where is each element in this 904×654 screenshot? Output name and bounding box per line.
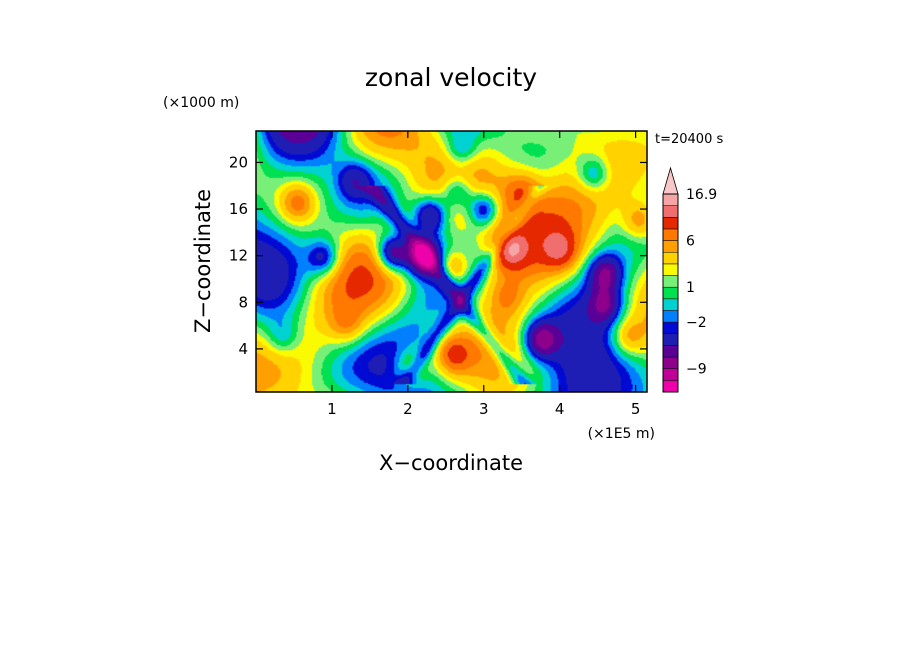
y-axis-ticks: 4 8 12 16 20 <box>229 153 647 358</box>
y-tick-label: 12 <box>229 247 248 265</box>
x-tick-label: 2 <box>403 400 413 418</box>
y-axis-unit: (×1000 m) <box>163 95 239 111</box>
plot-frame <box>255 130 648 393</box>
colorbar-segment <box>662 240 679 253</box>
y-tick-label: 8 <box>238 293 248 311</box>
colorbar-segment <box>662 380 679 393</box>
colorbar-segment <box>662 298 679 311</box>
colorbar-tick-label: −9 <box>686 362 707 378</box>
colorbar: 16.9 6 1 −2 −9 <box>662 166 717 393</box>
x-tick-label: 1 <box>327 400 337 418</box>
y-tick-label: 20 <box>229 153 248 171</box>
colorbar-frame <box>662 193 679 393</box>
x-axis-label: X−coordinate <box>379 451 523 475</box>
colorbar-segment <box>662 228 679 241</box>
x-tick-label: 5 <box>631 400 641 418</box>
colorbar-segment <box>662 333 679 346</box>
colorbar-segment <box>662 356 679 369</box>
x-tick-label: 3 <box>479 400 489 418</box>
x-axis-ticks: 1 2 3 4 5 <box>327 131 640 418</box>
colorbar-segment <box>662 251 679 265</box>
time-stamp: t=20400 s <box>655 132 723 147</box>
chart-title: zonal velocity <box>365 63 537 92</box>
heatmap-plot <box>255 130 648 393</box>
x-axis-unit: (×1E5 m) <box>588 426 655 442</box>
colorbar-segment <box>662 193 679 206</box>
colorbar-tick-label: 16.9 <box>686 187 717 203</box>
y-axis-label: Z−coordinate <box>191 189 215 333</box>
x-tick-label: 4 <box>555 400 565 418</box>
colorbar-segment <box>662 205 679 218</box>
colorbar-segment <box>662 321 679 335</box>
colorbar-segment <box>662 368 679 381</box>
y-tick-label: 4 <box>238 340 248 358</box>
colorbar-segment <box>662 345 679 358</box>
colorbar-tick-label: −2 <box>686 315 707 331</box>
y-tick-label: 16 <box>229 200 248 218</box>
velocity-field <box>256 131 647 392</box>
colorbar-segment <box>662 310 679 323</box>
colorbar-segment <box>662 217 679 230</box>
colorbar-extend-arrow <box>662 166 679 195</box>
colorbar-segment <box>662 275 679 288</box>
colorbar-segment <box>662 286 679 300</box>
colorbar-tick-label: 1 <box>686 280 695 296</box>
colorbar-segment <box>662 263 679 276</box>
colorbar-tick-label: 6 <box>686 234 695 250</box>
